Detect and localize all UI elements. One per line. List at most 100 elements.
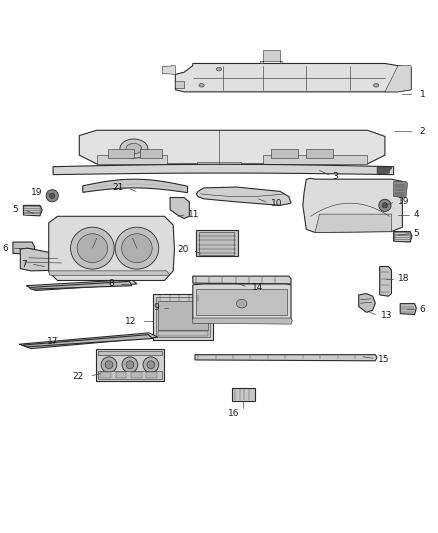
Text: 15: 15: [378, 354, 390, 364]
Polygon shape: [303, 179, 403, 232]
Ellipse shape: [169, 305, 173, 309]
Bar: [306, 149, 332, 158]
Text: 21: 21: [113, 182, 124, 191]
Polygon shape: [175, 63, 411, 92]
Polygon shape: [23, 205, 42, 216]
Polygon shape: [193, 276, 291, 284]
Text: 9: 9: [153, 303, 159, 312]
Text: 5: 5: [12, 205, 18, 214]
Text: 18: 18: [398, 274, 410, 283]
Bar: [158, 331, 208, 336]
Ellipse shape: [147, 361, 155, 369]
Ellipse shape: [105, 361, 113, 369]
Polygon shape: [385, 66, 411, 92]
Bar: [141, 149, 162, 158]
Polygon shape: [195, 354, 377, 361]
Ellipse shape: [122, 357, 138, 373]
Text: 17: 17: [47, 337, 58, 346]
Polygon shape: [193, 318, 292, 324]
Polygon shape: [49, 271, 170, 275]
Bar: [116, 372, 127, 378]
Ellipse shape: [143, 357, 159, 373]
Ellipse shape: [126, 361, 134, 369]
Text: 3: 3: [332, 173, 338, 182]
Text: 11: 11: [188, 211, 200, 220]
Text: 12: 12: [125, 317, 136, 326]
Polygon shape: [263, 155, 367, 164]
Polygon shape: [20, 248, 68, 271]
Polygon shape: [359, 294, 375, 312]
Ellipse shape: [199, 84, 204, 87]
Polygon shape: [29, 281, 132, 289]
Polygon shape: [83, 179, 187, 192]
Ellipse shape: [166, 302, 175, 311]
Ellipse shape: [122, 234, 152, 263]
Polygon shape: [170, 198, 189, 219]
Ellipse shape: [101, 357, 117, 373]
Polygon shape: [261, 51, 283, 63]
Polygon shape: [53, 164, 394, 175]
Polygon shape: [315, 214, 392, 232]
Text: 10: 10: [271, 199, 282, 208]
Bar: [196, 289, 287, 316]
Bar: [108, 149, 134, 158]
Text: 13: 13: [381, 311, 392, 320]
Polygon shape: [196, 187, 291, 205]
Ellipse shape: [120, 139, 148, 158]
Bar: [196, 230, 238, 256]
Bar: [131, 372, 142, 378]
Text: 1: 1: [420, 90, 426, 99]
Ellipse shape: [46, 190, 58, 202]
Text: 4: 4: [413, 211, 419, 220]
Bar: [146, 372, 157, 378]
Text: 14: 14: [252, 283, 263, 292]
Bar: [199, 232, 234, 255]
Polygon shape: [193, 284, 291, 321]
Bar: [100, 372, 111, 378]
Bar: [232, 388, 255, 401]
Ellipse shape: [49, 193, 55, 198]
Polygon shape: [394, 181, 408, 198]
Text: 6: 6: [3, 244, 9, 253]
Bar: [158, 302, 208, 330]
Bar: [152, 294, 213, 340]
Text: 16: 16: [228, 409, 240, 418]
Ellipse shape: [115, 227, 159, 269]
Polygon shape: [19, 333, 158, 349]
Text: 7: 7: [21, 260, 27, 269]
Polygon shape: [400, 304, 417, 314]
Polygon shape: [79, 130, 385, 164]
Ellipse shape: [237, 299, 247, 308]
Polygon shape: [49, 216, 174, 280]
Text: 22: 22: [72, 373, 84, 382]
Polygon shape: [394, 231, 412, 242]
Ellipse shape: [382, 203, 388, 208]
Text: 2: 2: [420, 127, 425, 136]
Bar: [272, 149, 297, 158]
Polygon shape: [377, 167, 392, 174]
Ellipse shape: [71, 227, 114, 269]
Text: 19: 19: [31, 188, 42, 197]
Polygon shape: [175, 82, 184, 88]
Ellipse shape: [126, 143, 142, 154]
Polygon shape: [162, 66, 175, 75]
Text: 5: 5: [413, 229, 419, 238]
Polygon shape: [380, 266, 392, 296]
Text: 8: 8: [109, 279, 114, 288]
Ellipse shape: [374, 84, 379, 87]
Text: 6: 6: [419, 305, 425, 314]
Polygon shape: [197, 161, 241, 171]
Polygon shape: [22, 335, 152, 347]
Bar: [98, 351, 162, 354]
Ellipse shape: [379, 199, 391, 212]
Ellipse shape: [77, 234, 108, 263]
Bar: [96, 350, 163, 381]
Polygon shape: [26, 280, 137, 290]
Polygon shape: [97, 155, 166, 164]
Bar: [98, 372, 162, 379]
Bar: [155, 297, 210, 337]
Polygon shape: [13, 242, 35, 254]
Ellipse shape: [216, 67, 222, 71]
Text: 20: 20: [177, 245, 188, 254]
Text: 19: 19: [398, 197, 410, 206]
